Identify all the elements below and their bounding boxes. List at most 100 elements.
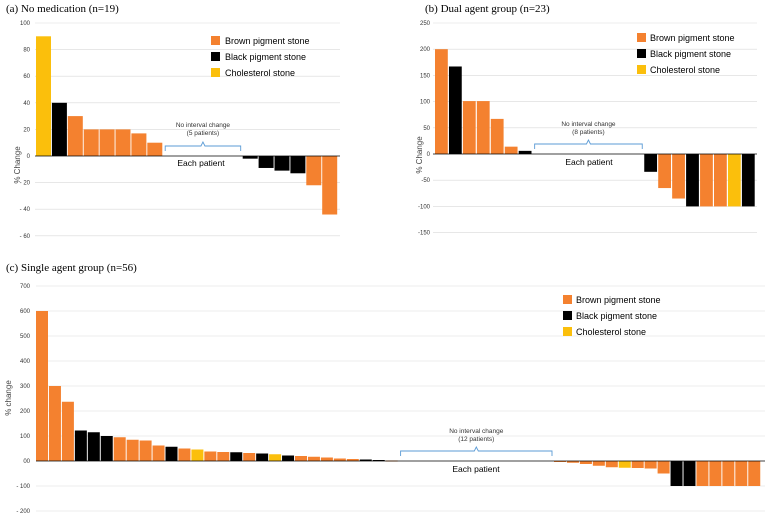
bar-patient-3	[61, 401, 74, 461]
y-tick-label: 700	[20, 284, 31, 290]
bar-patient-21	[714, 154, 727, 207]
bar-patient-6	[504, 146, 518, 154]
bar-patient-23	[741, 154, 755, 207]
bar-patient-47	[631, 461, 644, 468]
y-tick-label: 200	[420, 47, 431, 53]
bar-patient-10	[152, 445, 165, 461]
bar-patient-23	[320, 457, 333, 461]
bar-patient-16	[274, 156, 290, 171]
panel-c: (c) Single agent group (n=56) 700 600 500 4…	[4, 262, 765, 515]
panel-c-title: (c) Single agent group (n=56)	[6, 262, 137, 274]
panel-b-legend: Brown pigment stone Black pigment stone …	[637, 33, 735, 75]
bar-patient-49	[657, 461, 670, 474]
bar-patient-22	[307, 456, 320, 461]
panel-b-no-change-label: No interval change	[561, 121, 616, 128]
panel-c-legend-swatch-black	[563, 311, 572, 320]
bar-patient-14	[204, 451, 217, 461]
y-tick-label: 100	[20, 434, 31, 440]
bar-patient-1	[435, 49, 448, 155]
panel-a-title: (a) No medication (n=19)	[6, 3, 119, 15]
bar-patient-5	[87, 432, 100, 461]
bar-patient-19	[322, 156, 338, 215]
bar-patient-7	[131, 133, 147, 156]
panel-a-no-change-brace	[164, 140, 242, 151]
bar-patient-48	[644, 461, 657, 469]
bar-patient-4	[74, 430, 87, 461]
y-tick-label: 50	[423, 126, 430, 132]
y-tick-label: - 20	[20, 181, 31, 187]
panel-c-legend-label-brown: Brown pigment stone	[576, 295, 661, 305]
panel-c-no-change-label: No interval change	[449, 428, 504, 435]
panel-b-bars	[435, 49, 755, 207]
bar-patient-43	[579, 461, 592, 464]
panel-a-legend-label-brown: Brown pigment stone	[225, 36, 310, 46]
bar-patient-25	[346, 459, 359, 461]
panel-a-no-change-label: No interval change	[176, 122, 231, 129]
bar-patient-2	[48, 386, 61, 461]
bar-patient-12	[178, 448, 191, 461]
panel-c-legend-label-cholesterol: Cholesterol stone	[576, 327, 646, 337]
bar-patient-6	[115, 129, 131, 156]
y-tick-label: 500	[20, 334, 31, 340]
bar-patient-18	[306, 156, 322, 186]
y-tick-label: 60	[23, 74, 30, 80]
panel-a-no-change-count: (5 patients)	[187, 130, 220, 137]
y-tick-label: 0	[427, 152, 431, 158]
bar-patient-16	[230, 452, 243, 461]
bar-patient-4	[83, 129, 99, 156]
y-tick-label: - 60	[20, 234, 31, 240]
y-tick-label: 0	[27, 154, 31, 160]
panel-b: (b) Dual agent group (n=23) 250 200 150 100…	[415, 3, 757, 237]
panel-a-legend-swatch-brown	[211, 36, 220, 45]
bar-patient-3	[462, 101, 476, 154]
panel-c-y-ticks: 700 600 500 400 300 200 100 00 - 100 - 200	[16, 284, 30, 515]
bar-patient-50	[670, 461, 683, 486]
bar-patient-41	[554, 461, 566, 462]
panel-c-legend-label-black: Black pigment stone	[576, 311, 657, 321]
y-tick-label: 300	[20, 384, 31, 390]
panel-b-y-axis-label: % Change	[415, 136, 424, 174]
bar-patient-1	[36, 311, 48, 461]
panel-b-legend-swatch-cholesterol	[637, 65, 646, 74]
panel-b-title: (b) Dual agent group (n=23)	[425, 3, 550, 15]
panel-a-bars	[36, 36, 338, 215]
bar-patient-5	[490, 118, 504, 154]
panel-a-legend-swatch-black	[211, 52, 220, 61]
bar-patient-17	[243, 453, 256, 461]
y-tick-label: 200	[20, 409, 31, 415]
bar-patient-52	[696, 461, 709, 486]
bar-patient-8	[126, 439, 139, 461]
bar-patient-42	[566, 461, 579, 463]
panel-b-legend-swatch-brown	[637, 33, 646, 42]
panel-c-legend-swatch-brown	[563, 295, 572, 304]
bar-patient-54	[722, 461, 735, 486]
panel-a: (a) No medication (n=19) 100 80 60 40 20 0 - 2…	[6, 3, 340, 240]
bar-patient-13	[191, 449, 204, 461]
bar-patient-18	[672, 154, 685, 199]
panel-a-legend-label-cholesterol: Cholesterol stone	[225, 68, 295, 78]
panel-c-bars	[36, 311, 761, 486]
bar-patient-3	[67, 116, 83, 156]
bar-patient-14	[242, 156, 258, 159]
panel-c-gridlines	[36, 285, 765, 512]
y-tick-label: 100	[20, 21, 31, 27]
panel-c-legend-swatch-cholesterol	[563, 327, 572, 336]
y-tick-label: 80	[23, 48, 30, 54]
panel-a-legend: Brown pigment stone Black pigment stone …	[211, 36, 310, 78]
bar-patient-5	[99, 129, 115, 156]
panel-b-no-change-count: (8 patients)	[572, 129, 605, 136]
bar-patient-4	[476, 101, 490, 154]
panel-b-legend-label-black: Black pigment stone	[650, 49, 731, 59]
panel-c-no-change-count: (12 patients)	[458, 436, 494, 443]
bar-patient-19	[269, 454, 282, 461]
bar-patient-19	[686, 154, 699, 207]
y-tick-label: -50	[421, 178, 430, 184]
bar-patient-22	[727, 154, 741, 207]
y-tick-label: -150	[418, 231, 431, 237]
bar-patient-46	[618, 461, 631, 468]
panel-c-x-axis-label: Each patient	[452, 464, 500, 474]
panel-a-y-ticks: 100 80 60 40 20 0 - 20 - 40 - 60	[20, 21, 31, 240]
bar-patient-45	[605, 461, 618, 468]
panel-b-gridlines	[433, 22, 757, 233]
